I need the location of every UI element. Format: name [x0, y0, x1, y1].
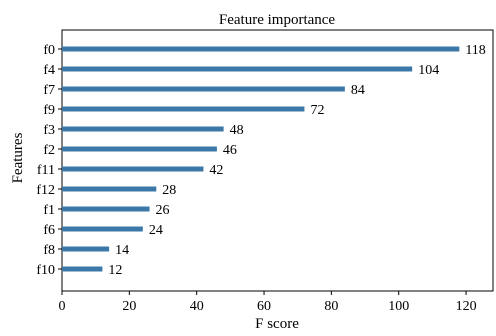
y-tick-layer: f0 f4 f7 f9 f3 f2 f11 f12 f1 f6 f8 f10	[36, 43, 62, 278]
bar-value-label-f4: 104	[418, 63, 439, 78]
bar-f6	[62, 226, 143, 232]
x-tick-label-120: 120	[456, 299, 477, 314]
bar-value-label-f12: 28	[162, 183, 176, 198]
y-tick-label-f4: f4	[43, 63, 55, 78]
bar-f3	[62, 126, 224, 132]
y-tick-label-f3: f3	[43, 123, 55, 138]
bar-f11	[62, 166, 204, 172]
x-tick-label-20: 20	[122, 299, 136, 314]
plot-area-frame	[61, 29, 494, 292]
x-tick-label-80: 80	[324, 299, 338, 314]
y-tick-label-f8: f8	[43, 243, 55, 258]
bar-value-label-f6: 24	[149, 223, 163, 238]
x-tick-label-100: 100	[388, 299, 409, 314]
bar-value-label-f2: 46	[223, 143, 237, 158]
bar-value-label-f0: 118	[465, 43, 485, 58]
y-axis-label: Features	[10, 132, 26, 183]
y-tick-label-f10: f10	[36, 263, 55, 278]
bar-f8	[62, 246, 110, 252]
y-tick-label-f12: f12	[36, 183, 55, 198]
bar-value-label-f9: 72	[310, 103, 324, 118]
chart-title: Feature importance	[219, 12, 336, 28]
y-tick-label-f6: f6	[43, 223, 55, 238]
x-tick-layer: 0 20 40 60 80 100 120	[59, 291, 477, 314]
bar-value-label-f10: 12	[108, 263, 122, 278]
bar-f7	[62, 86, 345, 92]
x-tick-label-60: 60	[257, 299, 271, 314]
bar-f1	[62, 206, 150, 212]
bar-value-label-f11: 42	[209, 163, 223, 178]
bar-f2	[62, 146, 217, 152]
bar-value-label-f8: 14	[115, 243, 129, 258]
bar-value-label-f3: 48	[230, 123, 244, 138]
x-axis-label: F score	[255, 316, 299, 331]
bar-value-label-f1: 26	[156, 203, 170, 218]
y-tick-label-f11: f11	[37, 163, 55, 178]
bar-f9	[62, 106, 305, 112]
y-tick-label-f2: f2	[43, 143, 55, 158]
x-tick-label-40: 40	[190, 299, 204, 314]
bar-value-label-f7: 84	[351, 83, 365, 98]
x-tick-label-0: 0	[59, 299, 66, 314]
bar-f12	[62, 186, 157, 192]
bar-f0	[62, 46, 460, 52]
y-tick-label-f7: f7	[43, 83, 55, 98]
y-tick-label-f0: f0	[43, 43, 55, 58]
y-tick-label-f1: f1	[43, 203, 55, 218]
y-tick-label-f9: f9	[43, 103, 55, 118]
bar-f4	[62, 66, 413, 72]
bar-f10	[62, 266, 103, 272]
